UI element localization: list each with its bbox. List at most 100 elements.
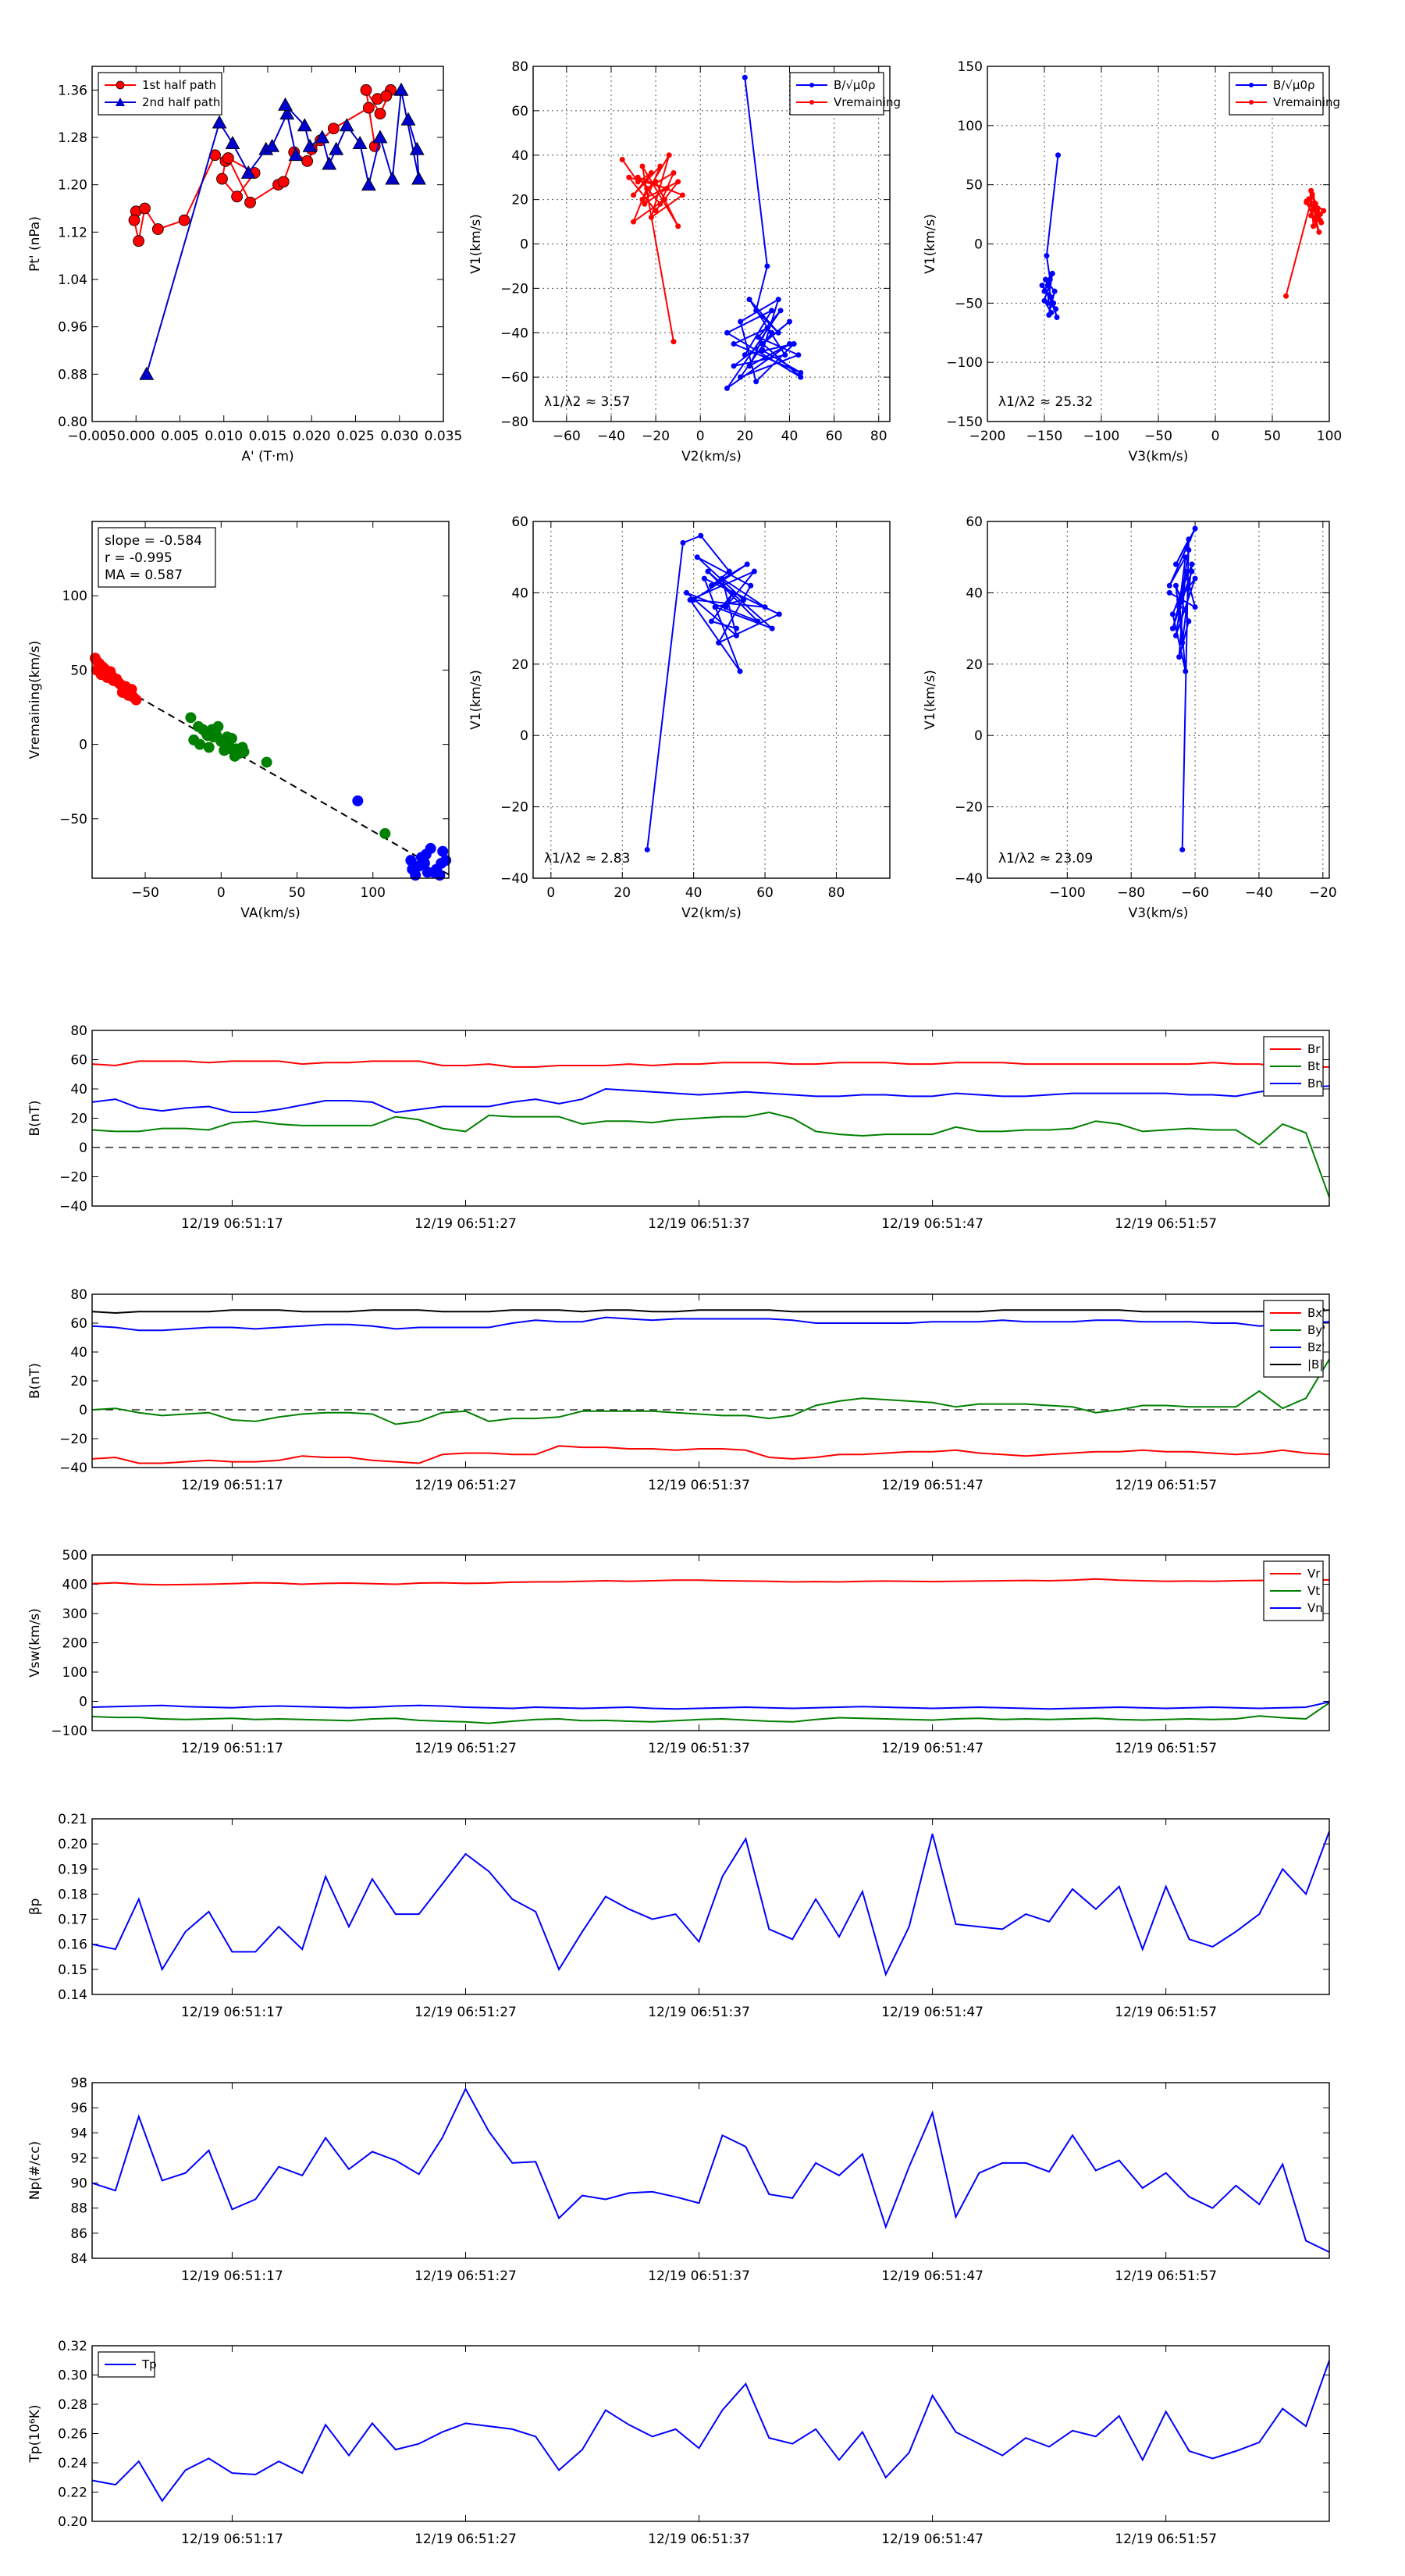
walen-point-blue: [405, 855, 417, 866]
y-tick-label: 86: [70, 2226, 87, 2242]
walen-point-blue: [425, 842, 436, 854]
y-tick-label: 0.32: [58, 2339, 87, 2354]
y-axis-label: Np(#/cc): [27, 2141, 43, 2200]
plot-frame: [91, 1293, 1330, 1468]
data-point-2nd-half-path: [339, 118, 354, 132]
x-tick-label: 40: [781, 429, 799, 444]
y-tick-label: 0: [79, 1403, 87, 1418]
data-point-2nd-half-path: [212, 115, 227, 129]
data-point-1st-half-path: [133, 235, 145, 247]
hodogram-point: [687, 597, 693, 603]
y-tick-label: 96: [70, 2101, 87, 2116]
walen-point-red: [111, 673, 123, 685]
chart-pt: 0.800.880.961.041.121.201.281.36−0.005 0.…: [27, 66, 463, 464]
walen-point-blue: [407, 863, 418, 875]
y-tick-label: 200: [62, 1636, 87, 1652]
series-line-2nd-half-path: [145, 90, 420, 375]
hodogram-point: [759, 347, 766, 354]
y-tick-label: −40: [500, 326, 528, 341]
data-point-1st-half-path: [327, 123, 340, 135]
time-tick-label: 12/19 06:51:27: [414, 2005, 517, 2020]
y-tick-label: 80: [70, 1023, 87, 1039]
y-tick-label: 0.16: [58, 1937, 87, 1953]
x-tick-label: 0.035: [425, 429, 463, 444]
legend: Br Bt Bn: [1263, 1036, 1324, 1097]
hodogram-point: [795, 352, 802, 358]
x-tick-label: −100: [1083, 429, 1120, 444]
hodogram-point: [631, 219, 637, 225]
hodogram-point: [798, 369, 804, 375]
data-point-2nd-half-path: [361, 177, 376, 191]
x-tick-label: 60: [756, 885, 774, 901]
hodogram-point: [786, 340, 792, 347]
walen-point-green: [261, 756, 272, 768]
hodogram-point: [764, 326, 770, 332]
data-point-2nd-half-path: [279, 106, 295, 120]
y-tick-label: 80: [511, 59, 528, 75]
hodogram-point: [775, 329, 781, 336]
time-tick-label: 12/19 06:51:47: [881, 2005, 984, 2020]
legend-box: [789, 72, 884, 116]
legend: B/√μ0ρ Vremaining: [789, 72, 901, 116]
hodogram-point: [723, 604, 729, 610]
y-tick-label: 80: [70, 1287, 87, 1303]
y-tick-label: 0.19: [58, 1862, 87, 1877]
y-tick-label: 90: [70, 2176, 87, 2192]
y-tick-label: 0.22: [58, 2485, 87, 2501]
time-tick-label: 12/19 06:51:47: [881, 1478, 984, 1493]
walen-point-blue: [437, 845, 449, 857]
x-axis-label: V3(km/s): [1129, 449, 1189, 464]
y-tick-label: 0: [974, 728, 983, 744]
legend-entry: Bz': [1307, 1340, 1325, 1354]
y-tick-label: −100: [51, 1724, 87, 1739]
legend-marker: [1249, 83, 1254, 87]
y-tick-label: 1.04: [58, 272, 87, 288]
x-tick-label: −0.005: [68, 429, 117, 444]
y-tick-label: −20: [500, 800, 528, 816]
y-tick-label: −20: [59, 1432, 87, 1447]
hodogram-point: [775, 297, 781, 303]
hodogram-point: [1166, 582, 1172, 589]
hodogram-point: [1183, 568, 1189, 575]
hodogram-point: [777, 308, 784, 314]
hodogram-point: [670, 170, 677, 176]
hodogram-point: [1047, 276, 1053, 283]
time-tick-label: 12/19 06:51:17: [181, 2005, 283, 2020]
time-tick-label: 12/19 06:51:27: [414, 1216, 517, 1232]
y-tick-label: 94: [70, 2126, 87, 2141]
legend-entry: 2nd half path: [142, 95, 220, 109]
y-tick-label: −40: [59, 1199, 87, 1215]
hodogram-point: [742, 352, 748, 358]
y-tick-label: 60: [511, 514, 528, 530]
time-tick-label: 12/19 06:51:37: [648, 2005, 750, 2020]
time-tick-label: 12/19 06:51:27: [414, 1478, 517, 1493]
data-point-1st-half-path: [216, 173, 228, 185]
y-tick-label: 0: [79, 738, 87, 753]
walen-point-green: [203, 742, 215, 753]
chart-h3: −40 −20 0 20 40 60 0 20 40 60 80 V2(km/s) V1(km/s) λ1…: [468, 514, 891, 921]
data-point-2nd-half-path: [278, 97, 293, 111]
y-tick-label: 84: [70, 2251, 87, 2267]
walen-point-green: [222, 731, 233, 743]
legend-entry: B/√μ0ρ: [1273, 78, 1315, 92]
data-point-1st-half-path: [222, 152, 234, 164]
x-axis-label: A' (T·m): [241, 449, 293, 464]
y-axis-label: Tp(10⁶K): [27, 2404, 43, 2463]
time-tick-label: 12/19 06:51:47: [881, 1741, 984, 1756]
data-point-2nd-half-path: [240, 165, 256, 179]
eigenvalue-ratio-annotation: λ1/λ2 ≈ 25.32: [998, 394, 1093, 410]
hodogram-point: [1192, 575, 1198, 582]
walen-point-blue: [440, 855, 452, 866]
data-point-2nd-half-path: [315, 130, 330, 144]
chart-vsw: −100 0 100 200 300 400 500 12/19 06:51:17 12/19 …: [27, 1548, 1330, 1756]
hodogram-point: [746, 363, 752, 369]
hodogram-point: [657, 201, 663, 207]
walen-point-blue: [418, 857, 430, 869]
legend-entry: Vr: [1307, 1567, 1321, 1581]
plot-frame: [987, 521, 1330, 879]
y-axis-label: B(nT): [27, 1363, 43, 1399]
x-tick-label: −20: [642, 429, 670, 444]
legend-marker: [116, 80, 125, 90]
y-axis-label: V1(km/s): [923, 214, 938, 274]
time-tick-label: 12/19 06:51:27: [414, 2268, 517, 2284]
